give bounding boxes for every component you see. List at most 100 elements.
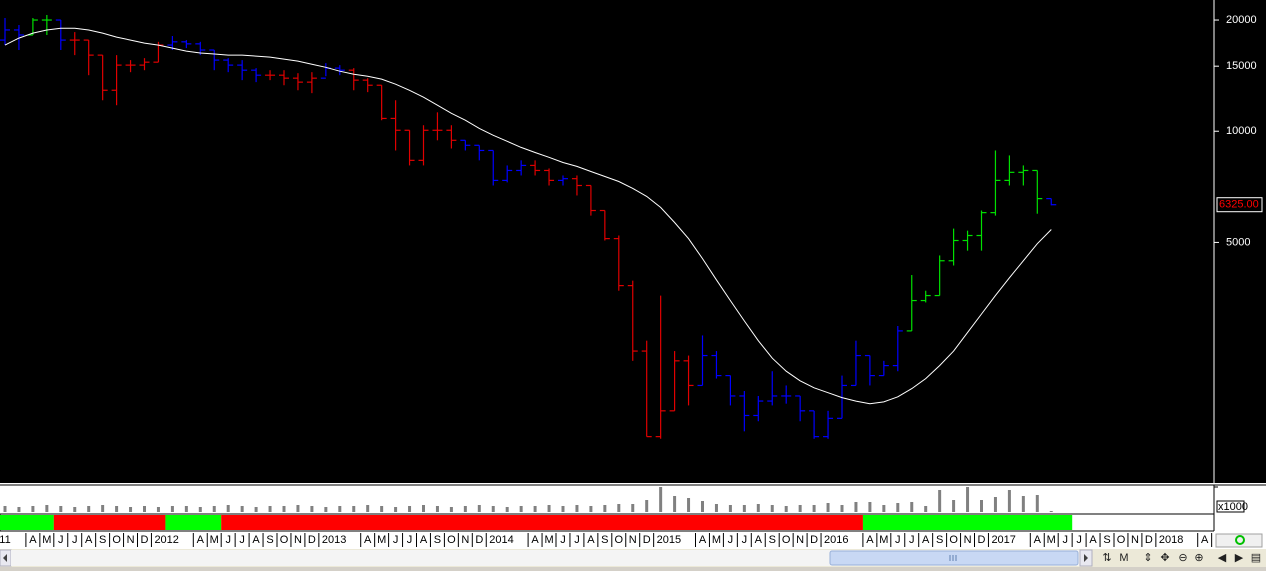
indicator-segment bbox=[53, 515, 166, 530]
volume-bar bbox=[435, 506, 439, 512]
x-tick-label: S bbox=[99, 534, 106, 546]
x-tick-label: 2012 bbox=[154, 534, 178, 546]
toolbar-button[interactable]: M bbox=[1119, 552, 1128, 564]
volume-bar bbox=[31, 506, 35, 512]
volume-bar bbox=[17, 507, 21, 512]
x-tick-label: A bbox=[866, 534, 874, 546]
volume-bar bbox=[687, 498, 691, 512]
x-tick-label: M bbox=[210, 534, 219, 546]
volume-bar bbox=[826, 503, 830, 512]
volume-bar bbox=[477, 505, 481, 512]
x-tick-label: N bbox=[796, 534, 804, 546]
x-tick-label: J bbox=[895, 534, 901, 546]
x-tick-label: J bbox=[728, 534, 734, 546]
x-tick-label: N bbox=[461, 534, 469, 546]
x-tick-label: N bbox=[1131, 534, 1139, 546]
volume-bar bbox=[156, 507, 160, 512]
volume-bar bbox=[268, 506, 272, 512]
x-tick-label: 2015 bbox=[657, 534, 681, 546]
x-tick-label: D bbox=[1145, 534, 1153, 546]
volume-bar bbox=[129, 507, 133, 512]
price-panel bbox=[0, 0, 1266, 483]
x-tick-label: S bbox=[434, 534, 441, 546]
scroll-thumb[interactable] bbox=[829, 550, 1079, 566]
toolbar-button[interactable]: ◀ bbox=[1218, 552, 1227, 564]
x-tick-label: J bbox=[560, 534, 566, 546]
x-tick-label: A bbox=[1201, 534, 1209, 546]
x-tick-label: J bbox=[1062, 534, 1068, 546]
volume-bar bbox=[701, 501, 704, 512]
x-tick-label: A bbox=[197, 534, 205, 546]
volume-bar bbox=[366, 505, 370, 512]
toolbar-button[interactable]: ⊖ bbox=[1178, 552, 1187, 564]
volume-bar bbox=[45, 505, 49, 512]
volume-bar bbox=[924, 506, 928, 512]
volume-bar bbox=[3, 506, 7, 512]
volume-tick-label: 100 bbox=[1220, 473, 1238, 485]
y-tick-label: 5000 bbox=[1226, 236, 1250, 248]
volume-bar bbox=[645, 500, 649, 512]
volume-bar bbox=[993, 497, 997, 512]
x-tick-label: 2016 bbox=[824, 534, 848, 546]
volume-bar bbox=[840, 505, 844, 512]
volume-bar bbox=[631, 504, 635, 512]
volume-bar bbox=[854, 502, 858, 512]
volume-bar bbox=[352, 506, 356, 512]
volume-bar bbox=[491, 506, 495, 512]
x-tick-label: A bbox=[531, 534, 539, 546]
status-indicator[interactable] bbox=[1235, 535, 1245, 545]
x-tick-label: A bbox=[755, 534, 763, 546]
toolbar-button[interactable]: ▤ bbox=[1251, 552, 1261, 564]
volume-unit-box bbox=[1216, 500, 1245, 513]
x-tick-label: J bbox=[58, 534, 64, 546]
volume-bar bbox=[73, 507, 77, 512]
x-tick-label: D bbox=[643, 534, 651, 546]
x-tick-label: J bbox=[909, 534, 915, 546]
x-tick-label: N bbox=[127, 534, 135, 546]
x-tick-label: D bbox=[810, 534, 818, 546]
volume-bar bbox=[324, 507, 328, 512]
x-tick-label: A bbox=[699, 534, 707, 546]
x-tick-label: O bbox=[280, 534, 289, 546]
volume-bar bbox=[282, 506, 286, 512]
volume-bar bbox=[910, 502, 914, 512]
volume-bar bbox=[184, 506, 188, 512]
volume-bar bbox=[212, 506, 216, 512]
volume-bar bbox=[59, 506, 63, 512]
x-tick-label: O bbox=[615, 534, 624, 546]
volume-bar bbox=[240, 506, 244, 512]
scroll-track[interactable] bbox=[11, 550, 1080, 566]
x-tick-label: O bbox=[949, 534, 958, 546]
volume-bar bbox=[1049, 511, 1053, 512]
volume-bar bbox=[87, 506, 91, 512]
x-tick-label: A bbox=[922, 534, 930, 546]
toolbar-button[interactable]: ▶ bbox=[1235, 552, 1244, 564]
scroll-right-arrow bbox=[1084, 554, 1088, 562]
volume-bar bbox=[784, 506, 788, 512]
x-tick-label: O bbox=[447, 534, 456, 546]
x-tick-label: D bbox=[978, 534, 986, 546]
x-tick-label: A bbox=[85, 534, 93, 546]
x-tick-label: J bbox=[393, 534, 399, 546]
x-tick-label: N bbox=[964, 534, 972, 546]
status-box bbox=[1215, 533, 1263, 548]
volume-bar bbox=[394, 507, 398, 512]
volume-bar bbox=[380, 506, 384, 512]
toolbar-button[interactable]: ⇅ bbox=[1102, 552, 1111, 564]
toolbar-button[interactable]: ⇕ bbox=[1143, 552, 1152, 564]
volume-bar bbox=[770, 505, 774, 512]
x-tick-label: 2011 bbox=[0, 534, 11, 546]
toolbar-button[interactable]: ✥ bbox=[1160, 552, 1169, 564]
x-tick-label: J bbox=[574, 534, 580, 546]
indicator-segment bbox=[221, 515, 863, 530]
x-tick-label: 2013 bbox=[322, 534, 346, 546]
x-tick-label: S bbox=[1103, 534, 1110, 546]
volume-bar bbox=[1021, 496, 1025, 512]
x-tick-label: A bbox=[364, 534, 372, 546]
volume-bar bbox=[505, 507, 509, 512]
x-tick-label: M bbox=[377, 534, 386, 546]
x-tick-label: O bbox=[112, 534, 121, 546]
volume-bar bbox=[310, 506, 314, 512]
toolbar-button[interactable]: ⊕ bbox=[1194, 552, 1203, 564]
